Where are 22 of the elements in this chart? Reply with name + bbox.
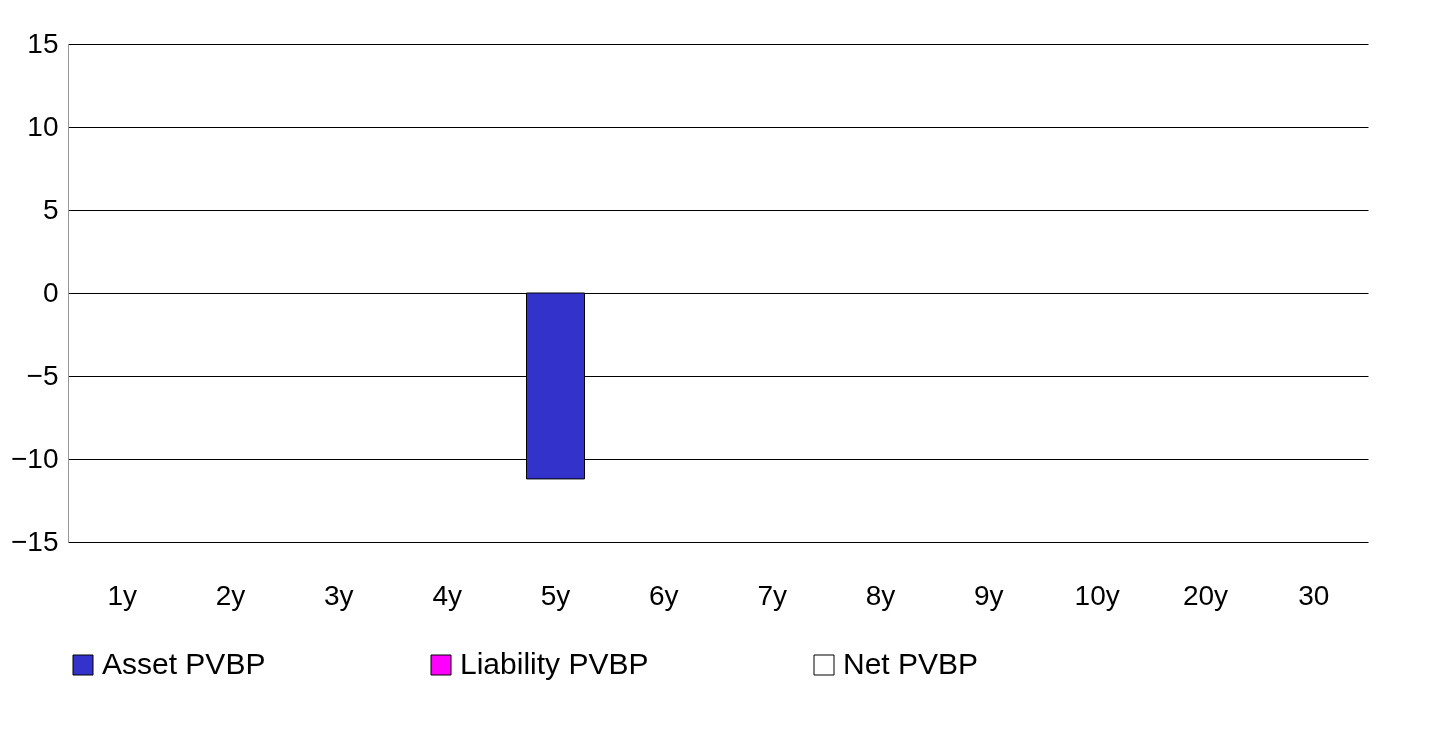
x-tick-label: 3y — [324, 579, 354, 611]
legend-label: Asset PVBP — [102, 647, 266, 680]
x-tick-label: 20y — [1182, 579, 1229, 611]
x-tick-label: 5y — [540, 579, 571, 611]
y-tick-label: 15 — [27, 27, 59, 59]
legend-label: Net PVBP — [843, 647, 979, 680]
x-tick-label: 6y — [649, 579, 679, 611]
x-tick-label: 4y — [432, 579, 462, 611]
x-tick-label: 10y — [1074, 579, 1120, 611]
y-tick-label: 5 — [42, 193, 59, 225]
y-tick-label: 10 — [27, 110, 59, 142]
x-tick-label: 9y — [974, 579, 1004, 611]
x-tick-label: 1y — [107, 579, 137, 611]
legend-label: Liability PVBP — [460, 647, 649, 680]
x-tick-label: 2y — [215, 579, 246, 611]
x-tick-label: 8y — [865, 579, 896, 611]
y-tick-label: −15 — [11, 525, 59, 557]
y-tick-label: −10 — [11, 442, 59, 474]
y-tick-label: 0 — [42, 276, 59, 308]
x-tick-label: 30 — [1298, 579, 1330, 611]
x-tick-label: 7y — [757, 579, 787, 611]
y-tick-label: −5 — [26, 359, 59, 391]
